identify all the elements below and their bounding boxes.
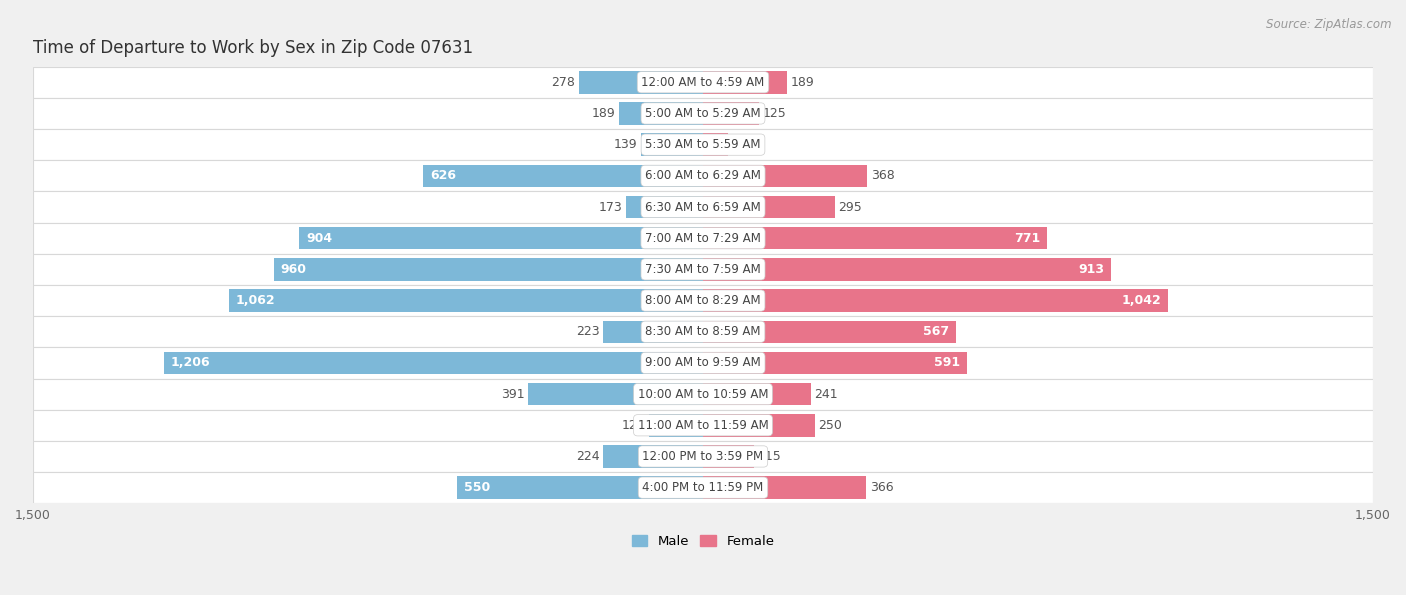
Text: 591: 591	[934, 356, 960, 369]
Bar	[32, 192, 1374, 223]
Bar	[703, 321, 956, 343]
Text: 125: 125	[762, 107, 786, 120]
Bar	[529, 383, 703, 405]
Bar	[32, 347, 1374, 378]
Text: 1,042: 1,042	[1122, 294, 1161, 307]
Text: Source: ZipAtlas.com: Source: ZipAtlas.com	[1267, 18, 1392, 31]
Text: 8:30 AM to 8:59 AM: 8:30 AM to 8:59 AM	[645, 325, 761, 338]
Text: 366: 366	[870, 481, 894, 494]
Bar	[703, 445, 755, 468]
Bar	[619, 102, 703, 125]
Text: 8:00 AM to 8:29 AM: 8:00 AM to 8:29 AM	[645, 294, 761, 307]
Text: 11:00 AM to 11:59 AM: 11:00 AM to 11:59 AM	[638, 419, 768, 432]
Bar	[299, 227, 703, 249]
Text: 626: 626	[430, 170, 456, 182]
Bar	[165, 352, 703, 374]
Text: 904: 904	[307, 231, 332, 245]
Text: 9:00 AM to 9:59 AM: 9:00 AM to 9:59 AM	[645, 356, 761, 369]
Bar	[703, 258, 1111, 281]
Bar	[579, 71, 703, 93]
Bar	[703, 414, 814, 437]
Bar	[703, 352, 967, 374]
Bar	[229, 289, 703, 312]
Bar	[32, 441, 1374, 472]
Bar	[603, 321, 703, 343]
Bar	[703, 196, 835, 218]
Text: 278: 278	[551, 76, 575, 89]
Text: 913: 913	[1078, 263, 1104, 276]
Bar	[457, 477, 703, 499]
Text: 771: 771	[1015, 231, 1040, 245]
Text: 250: 250	[818, 419, 842, 432]
Text: 7:30 AM to 7:59 AM: 7:30 AM to 7:59 AM	[645, 263, 761, 276]
Text: 12:00 PM to 3:59 PM: 12:00 PM to 3:59 PM	[643, 450, 763, 463]
Text: 5:30 AM to 5:59 AM: 5:30 AM to 5:59 AM	[645, 138, 761, 151]
Bar	[32, 410, 1374, 441]
Bar	[423, 165, 703, 187]
Text: Time of Departure to Work by Sex in Zip Code 07631: Time of Departure to Work by Sex in Zip …	[32, 39, 472, 57]
Bar	[703, 477, 866, 499]
Text: 6:00 AM to 6:29 AM: 6:00 AM to 6:29 AM	[645, 170, 761, 182]
Text: 224: 224	[575, 450, 599, 463]
Text: 223: 223	[576, 325, 600, 338]
Bar	[32, 223, 1374, 254]
Bar	[32, 254, 1374, 285]
Text: 121: 121	[621, 419, 645, 432]
Bar	[32, 472, 1374, 503]
Legend: Male, Female: Male, Female	[626, 530, 780, 553]
Bar	[603, 445, 703, 468]
Text: 391: 391	[501, 387, 524, 400]
Text: 189: 189	[792, 76, 814, 89]
Bar	[703, 289, 1168, 312]
Text: 10:00 AM to 10:59 AM: 10:00 AM to 10:59 AM	[638, 387, 768, 400]
Bar	[641, 133, 703, 156]
Bar	[703, 383, 811, 405]
Bar	[32, 129, 1374, 160]
Text: 55: 55	[731, 138, 747, 151]
Text: 189: 189	[592, 107, 614, 120]
Bar	[32, 285, 1374, 316]
Text: 139: 139	[613, 138, 637, 151]
Text: 5:00 AM to 5:29 AM: 5:00 AM to 5:29 AM	[645, 107, 761, 120]
Bar	[703, 165, 868, 187]
Text: 368: 368	[870, 170, 894, 182]
Bar	[703, 133, 727, 156]
Bar	[32, 160, 1374, 192]
Text: 550: 550	[464, 481, 491, 494]
Text: 295: 295	[838, 201, 862, 214]
Bar	[650, 414, 703, 437]
Text: 115: 115	[758, 450, 782, 463]
Text: 1,062: 1,062	[235, 294, 276, 307]
Bar	[32, 67, 1374, 98]
Bar	[32, 98, 1374, 129]
Text: 6:30 AM to 6:59 AM: 6:30 AM to 6:59 AM	[645, 201, 761, 214]
Text: 1,206: 1,206	[172, 356, 211, 369]
Bar	[703, 71, 787, 93]
Text: 960: 960	[281, 263, 307, 276]
Bar	[703, 227, 1047, 249]
Text: 567: 567	[924, 325, 949, 338]
Bar	[703, 102, 759, 125]
Bar	[274, 258, 703, 281]
Bar	[32, 378, 1374, 410]
Text: 7:00 AM to 7:29 AM: 7:00 AM to 7:29 AM	[645, 231, 761, 245]
Text: 12:00 AM to 4:59 AM: 12:00 AM to 4:59 AM	[641, 76, 765, 89]
Text: 241: 241	[814, 387, 838, 400]
Bar	[626, 196, 703, 218]
Bar	[32, 316, 1374, 347]
Text: 173: 173	[599, 201, 621, 214]
Text: 4:00 PM to 11:59 PM: 4:00 PM to 11:59 PM	[643, 481, 763, 494]
